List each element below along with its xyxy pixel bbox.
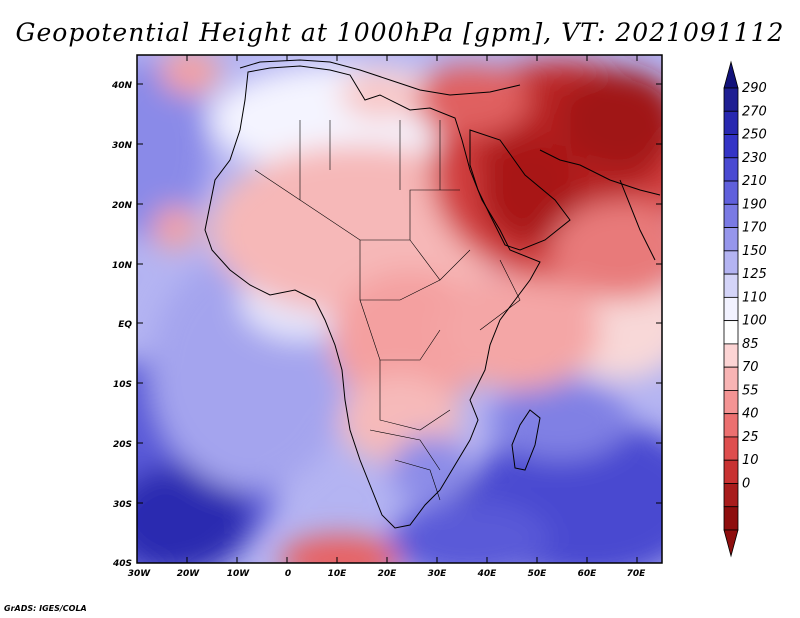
country-borders [254,120,521,501]
colorbar-label: 190 [742,197,767,212]
colorbar: 2902702502302101901701501251101008570554… [723,60,767,558]
colorbar-swatch [723,459,739,484]
colorbar-label: 0 [742,476,750,491]
colorbar-swatch [723,506,739,531]
colorbar-label: 230 [742,151,767,166]
colorbar-label: 55 [742,383,759,398]
colorbar-swatch [723,413,739,438]
lon-label: 50E [528,569,548,579]
lat-label: 40N [111,81,133,91]
colorbar-label: 85 [742,337,759,352]
colorbar-swatch [723,227,739,252]
colorbar-label: 100 [742,314,767,329]
lat-label: 10S [113,380,132,390]
colorbar-swatch [723,157,739,182]
lon-label: 60E [578,569,598,579]
credit-text: GrADS: IGES/COLA [4,604,87,613]
lat-axis [137,83,662,504]
madagascar [511,409,541,471]
lon-label: 70E [627,569,647,579]
map-frame [136,54,663,564]
colorbar-label: 290 [742,81,767,96]
colorbar-top-triangle [723,60,739,89]
lon-axis [136,55,638,563]
lon-label: 20W [177,569,201,579]
colorbar-swatch [723,343,739,368]
colorbar-swatch [723,180,739,205]
lon-label: 20E [378,569,398,579]
lat-label: 30N [112,141,133,151]
lat-label: 20S [113,440,132,450]
colorbar-swatch [723,436,739,461]
colorbar-swatch [723,87,739,112]
colorbar-swatch [723,273,739,298]
lon-label: 0 [285,569,291,579]
colorbar-swatch [723,134,739,159]
lon-label: 30E [428,569,448,579]
lat-label: EQ [118,320,132,330]
india-coast [619,179,656,261]
lat-label: 40S [112,559,132,569]
lon-label: 10E [328,569,348,579]
lat-label: 30S [113,500,132,510]
colorbar-swatch [723,483,739,508]
arabia [469,129,571,251]
colorbar-label: 150 [742,244,767,259]
lat-label: 20N [112,201,133,211]
colorbar-label: 170 [742,221,767,236]
colorbar-label: 70 [742,360,759,375]
colorbar-label: 125 [742,267,767,282]
colorbar-label: 250 [742,128,767,143]
colorbar-bottom-triangle [723,529,739,558]
colorbar-swatch [723,390,739,415]
colorbar-swatch [723,203,739,228]
colorbar-label: 25 [742,430,759,445]
persian-gulf-coast [539,149,661,196]
colorbar-swatch [723,320,739,345]
lon-label: 30W [128,569,152,579]
colorbar-swatch [723,250,739,275]
europe-coast [239,59,521,96]
height-field [137,55,662,563]
lon-label: 10W [227,569,251,579]
colorbar-label: 40 [742,407,759,422]
colorbar-swatch [723,296,739,322]
africa-coastline [204,65,541,529]
colorbar-label: 210 [742,174,767,189]
lon-label: 40E [477,569,498,579]
colorbar-swatch [723,366,739,391]
lat-label: 10N [112,261,133,271]
colorbar-label: 10 [742,453,759,468]
coastlines [204,59,661,529]
map-title: Geopotential Height at 1000hPa [gpm], VT… [15,18,785,47]
colorbar-swatch [723,110,739,135]
colorbar-label: 110 [742,290,767,305]
colorbar-label: 270 [742,104,767,119]
